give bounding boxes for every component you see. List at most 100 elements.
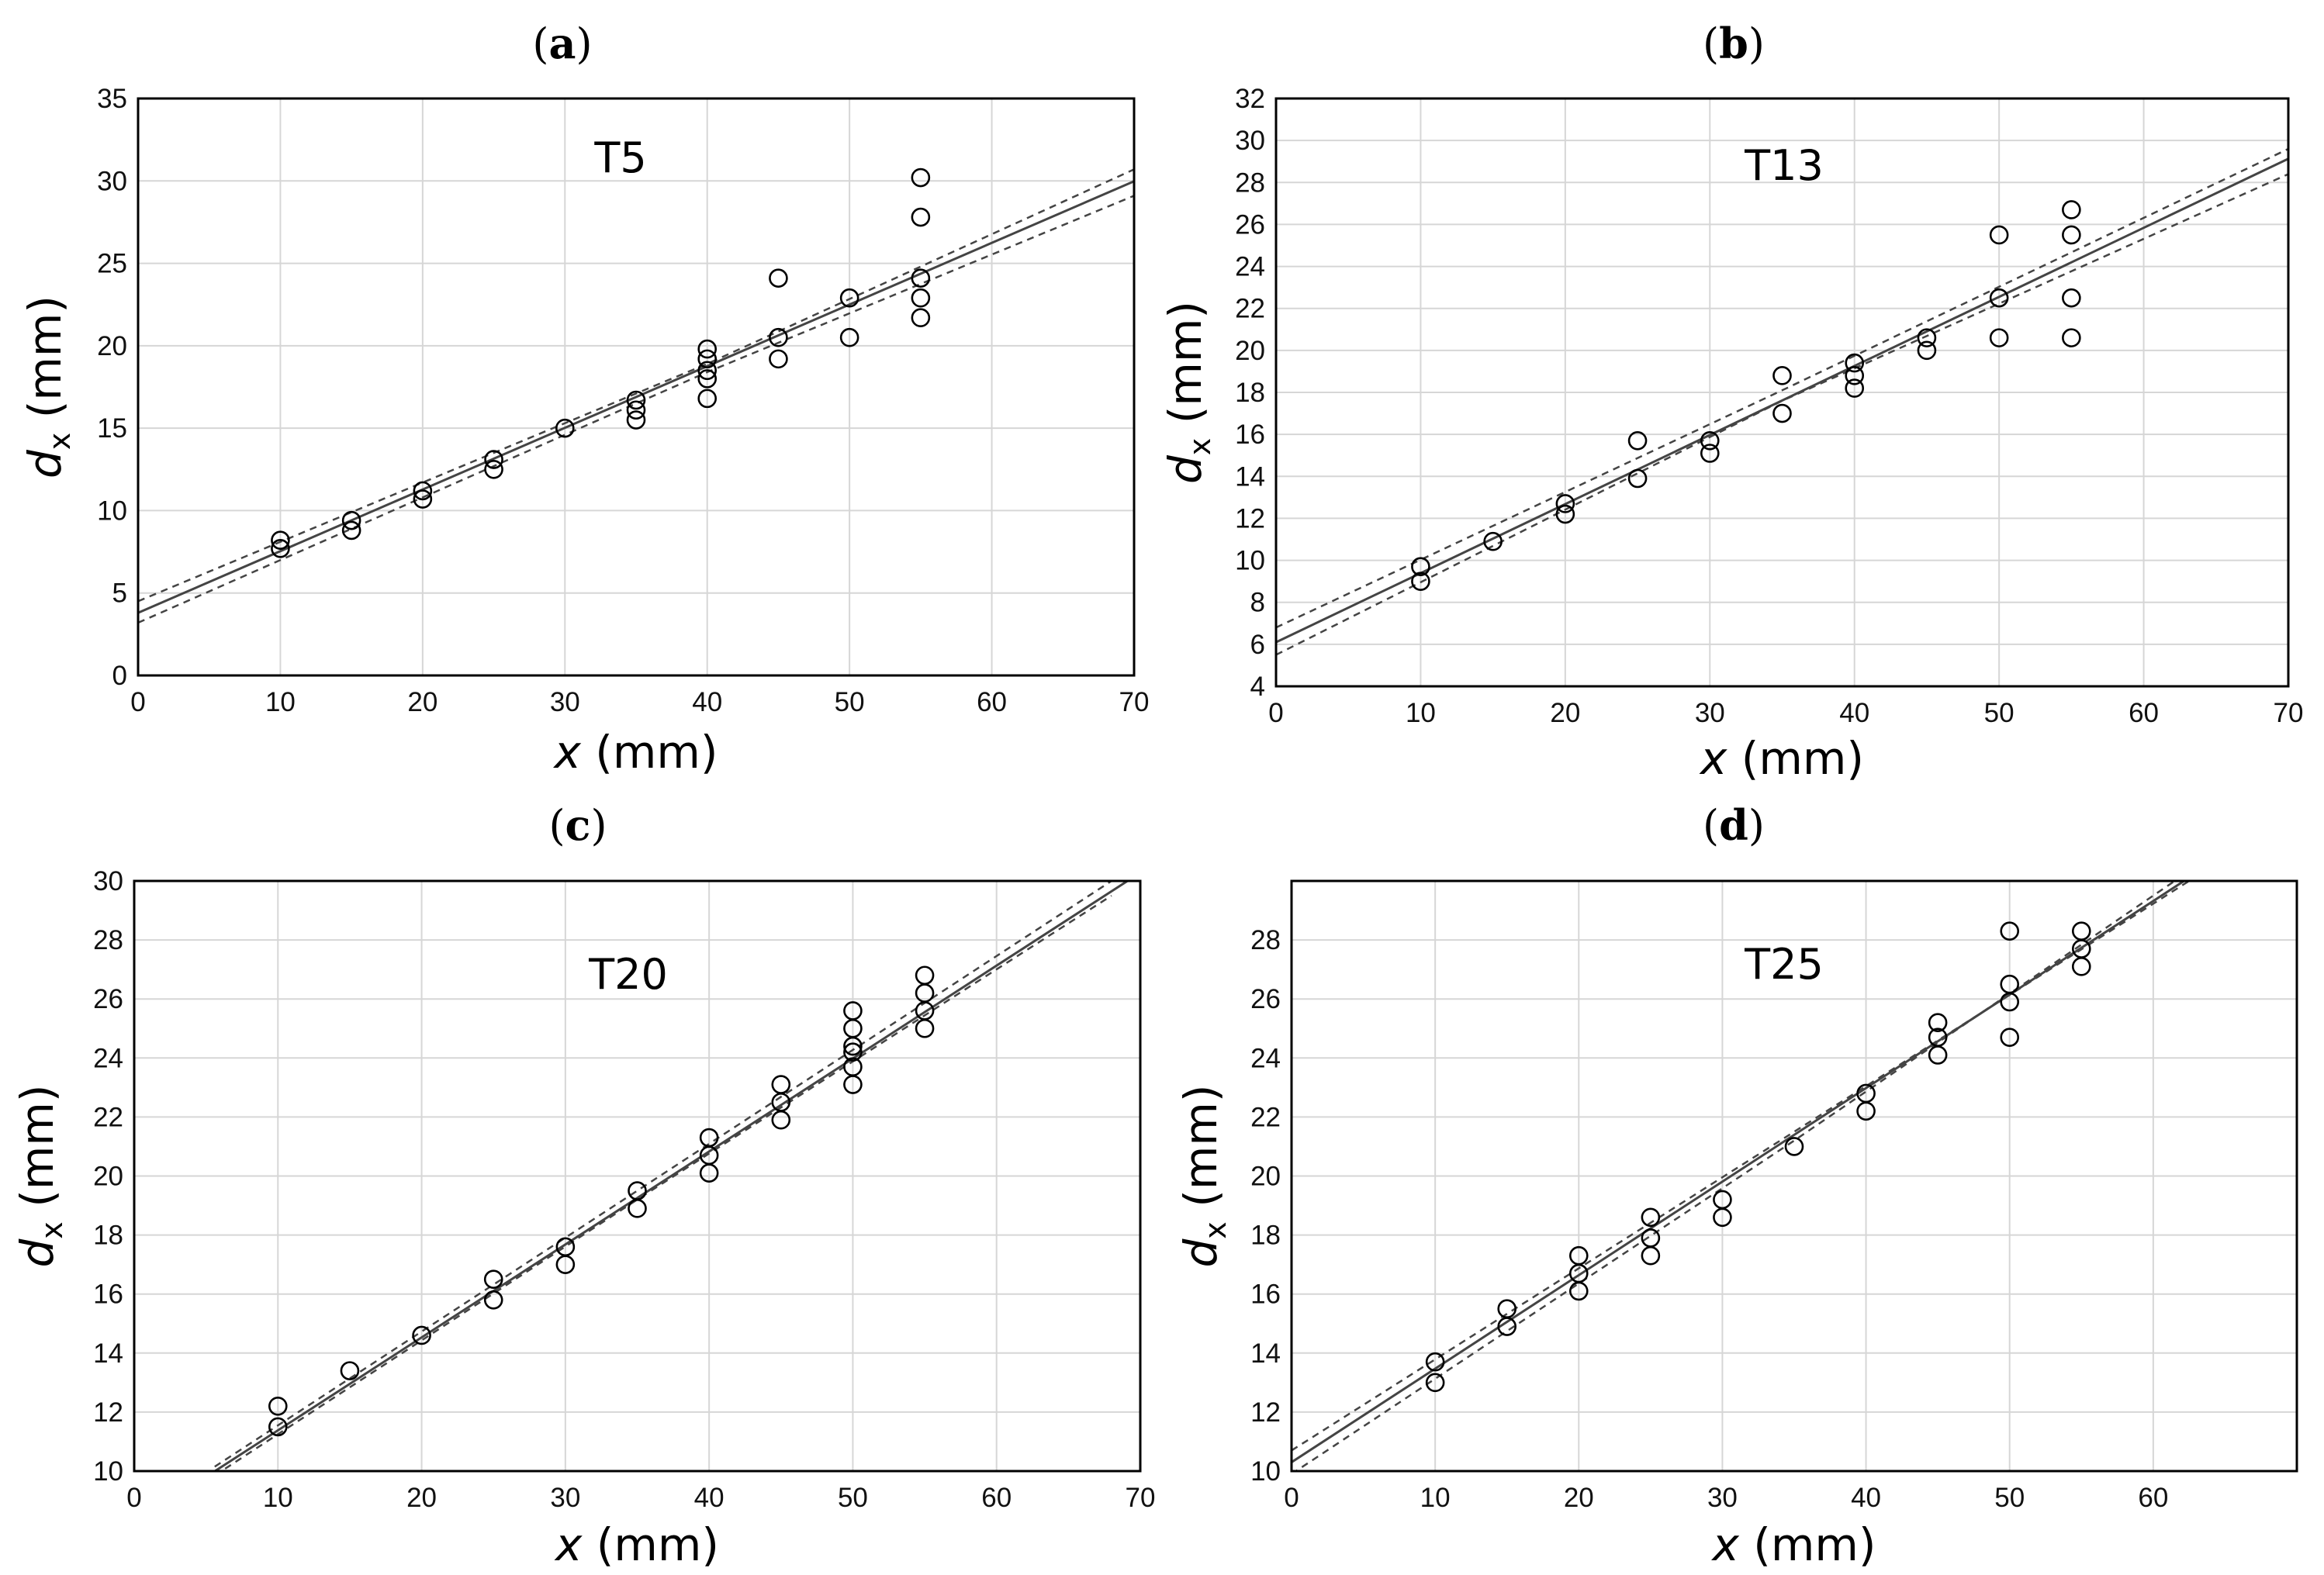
data-point [628, 1199, 647, 1218]
data-point [2071, 957, 2091, 976]
confidence-band-lower [138, 195, 1134, 624]
x-tick-label: 20 [1550, 698, 1580, 728]
data-point [626, 390, 646, 410]
y-tick-label: 14 [1250, 1338, 1281, 1369]
y-tick-label: 5 [112, 579, 127, 609]
y-tick-label: 32 [1235, 84, 1265, 114]
data-point [2062, 200, 2081, 219]
y-tick-label: 10 [97, 496, 127, 526]
plot-frame [1274, 97, 2290, 688]
x-tick-label: 70 [1119, 687, 1150, 717]
plot-content [138, 168, 1134, 624]
y-tick-label: 20 [97, 331, 127, 361]
x-tick-label: 0 [1284, 1483, 1299, 1513]
x-tick-label: 10 [1406, 698, 1436, 728]
panel-a-label: (a) [532, 19, 592, 68]
x-tick-label: 50 [835, 687, 865, 717]
data-point [484, 450, 503, 469]
y-axis-title: dx (mm) [1159, 301, 1217, 484]
data-point [341, 520, 361, 541]
x-tick-label: 50 [1984, 698, 2014, 728]
data-point [1700, 444, 1720, 463]
data-point [1989, 288, 2009, 308]
y-tick-label: 16 [93, 1280, 123, 1310]
data-point [626, 400, 646, 420]
x-tick-label: 40 [694, 1483, 725, 1513]
data-point [2000, 1028, 2020, 1047]
series-label: T25 [1744, 940, 1824, 989]
y-tick-label: 12 [93, 1397, 123, 1428]
data-point [1555, 504, 1575, 524]
plot-content [213, 881, 1130, 1471]
data-point [1700, 430, 1720, 451]
y-tick-label: 18 [93, 1221, 123, 1251]
data-point [555, 418, 575, 438]
data-point [1772, 403, 1792, 423]
x-tick-label: 10 [265, 687, 296, 717]
y-tick-label: 20 [93, 1162, 123, 1192]
x-tick-label: 20 [407, 687, 437, 717]
x-tick-label: 60 [981, 1483, 1012, 1513]
data-point [769, 327, 788, 347]
plot-frame [137, 97, 1136, 677]
data-point [555, 1255, 576, 1274]
data-point [1784, 1137, 1804, 1156]
y-tick-label: 10 [93, 1456, 123, 1487]
data-point [413, 481, 433, 501]
series-label: T5 [593, 133, 646, 182]
y-tick-label: 10 [1235, 546, 1265, 576]
data-point [2062, 225, 2081, 245]
data-point [911, 308, 931, 328]
data-point [2062, 328, 2081, 347]
data-point [697, 389, 718, 409]
y-tick-label: 26 [1250, 984, 1281, 1014]
plot-frame [133, 879, 1142, 1473]
data-point [1641, 1245, 1661, 1266]
y-tick-label: 15 [97, 413, 127, 444]
y-tick-label: 24 [1250, 1043, 1281, 1073]
plot-content [1276, 147, 2288, 656]
y-tick-label: 22 [1250, 1102, 1281, 1132]
data-point [413, 489, 433, 509]
chart-c-T20: 0 10 20 30 40 50 60 701012141618202224262830T20… [11, 866, 1155, 1571]
x-tick-label: 20 [1564, 1483, 1594, 1513]
data-point [1497, 1317, 1517, 1336]
data-point [2000, 921, 2020, 941]
data-point [626, 410, 646, 430]
x-tick-label: 60 [2129, 698, 2159, 728]
x-axis-title: x (mm) [1710, 1518, 1876, 1571]
data-point [697, 349, 718, 369]
data-point [1627, 430, 1648, 451]
x-tick-label: 10 [263, 1483, 293, 1513]
data-point [268, 1417, 288, 1437]
x-tick-label: 30 [550, 687, 580, 717]
panel-b-label: (b) [1703, 19, 1765, 68]
confidence-band-lower [1294, 881, 2176, 1471]
data-point [1845, 353, 1865, 373]
y-axis-title: dx (mm) [1174, 1084, 1233, 1267]
data-point [697, 361, 718, 381]
data-point [1989, 225, 2009, 245]
data-point [1772, 366, 1792, 385]
y-tick-label: 24 [1235, 252, 1265, 282]
x-tick-label: 40 [692, 687, 722, 717]
data-point [1425, 1352, 1445, 1372]
x-axis-title: x (mm) [554, 1518, 719, 1571]
panel-c-label: (c) [548, 800, 607, 850]
data-point [697, 339, 718, 359]
data-point [769, 349, 788, 369]
data-point [341, 510, 361, 530]
data-point [911, 168, 931, 188]
regression-line [138, 180, 1134, 614]
plot-area [138, 98, 1134, 675]
data-point [843, 1036, 863, 1056]
y-tick-label: 26 [93, 984, 123, 1014]
data-point [1411, 557, 1430, 576]
y-tick-label: 30 [1235, 126, 1265, 156]
y-tick-label: 28 [1250, 925, 1281, 955]
panel-d-label: (d) [1703, 800, 1765, 850]
regression-line [1276, 157, 2288, 644]
y-tick-label: 12 [1235, 503, 1265, 534]
x-tick-label: 30 [550, 1483, 580, 1513]
